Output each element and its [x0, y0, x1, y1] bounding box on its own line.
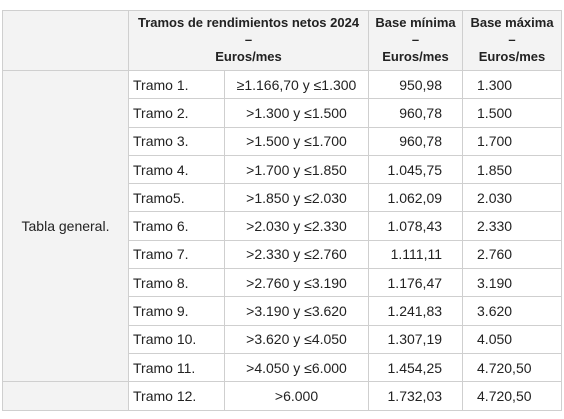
- range-cell: >2.760 y ≤3.190: [223, 268, 370, 298]
- tramo-cell: Tramo 7.: [128, 239, 225, 270]
- base-minima-cell: 960,78: [368, 98, 464, 128]
- base-minima-cell: 1.062,09: [368, 183, 464, 213]
- base-maxima-cell: 2.030: [462, 183, 563, 213]
- range-cell: >2.030 y ≤2.330: [223, 211, 370, 241]
- tramo-cell: Tramo 8.: [128, 268, 225, 298]
- range-cell: ≥1.166,70 y ≤1.300: [223, 69, 370, 100]
- header-base-minima: Base mínima – Euros/mes: [368, 10, 464, 71]
- base-maxima-cell: 4.720,50: [462, 381, 563, 411]
- header-max-dash: –: [508, 32, 516, 47]
- range-cell: >3.190 y ≤3.620: [223, 296, 370, 326]
- base-maxima-cell: 2.760: [462, 239, 563, 270]
- tramo-cell: Tramo 1.: [128, 69, 225, 100]
- header-tramos-title: Tramos de rendimientos netos 2024: [137, 15, 360, 30]
- base-maxima-cell: 1.500: [462, 98, 563, 128]
- tramo-cell: Tramo 11.: [128, 352, 225, 383]
- base-minima-cell: 1.176,47: [368, 268, 464, 298]
- range-cell: >1.500 y ≤1.700: [223, 126, 370, 156]
- header-base-maxima: Base máxima – Euros/mes: [462, 10, 563, 71]
- table-row: Tramo 6. >2.030 y ≤2.330 1.078,43 2.330: [3, 211, 563, 241]
- base-maxima-cell: 3.190: [462, 268, 563, 298]
- base-minima-cell: 1.732,03: [368, 381, 464, 411]
- tramo-cell: Tramo 3.: [128, 126, 225, 156]
- base-maxima-cell: 3.620: [462, 296, 563, 326]
- tramo-cell: Tramo 12.: [128, 381, 225, 411]
- range-cell: >4.050 y ≤6.000: [223, 352, 370, 383]
- base-minima-cell: 1.111,11: [368, 239, 464, 270]
- header-max-title: Base máxima: [470, 15, 554, 30]
- table-row: Tramo 8. >2.760 y ≤3.190 1.176,47 3.190: [3, 268, 563, 298]
- base-maxima-cell: 4.720,50: [462, 352, 563, 383]
- base-minima-cell: 1.045,75: [368, 154, 464, 185]
- header-min-title: Base mínima: [375, 15, 456, 30]
- base-maxima-cell: 1.850: [462, 154, 563, 185]
- base-minima-cell: 1.307,19: [368, 324, 464, 354]
- tramo-cell: Tramo 9.: [128, 296, 225, 326]
- base-minima-cell: 1.454,25: [368, 352, 464, 383]
- header-tramos-dash: –: [244, 32, 253, 47]
- base-minima-cell: 1.078,43: [368, 211, 464, 241]
- header-max-unit: Euros/mes: [478, 49, 546, 64]
- tramo-cell: Tramo 10.: [128, 324, 225, 354]
- range-cell: >1.300 y ≤1.500: [223, 98, 370, 128]
- base-minima-cell: 960,78: [368, 126, 464, 156]
- base-maxima-cell: 1.300: [462, 69, 563, 100]
- table-row: Tramo 12. >6.000 1.732,03 4.720,50: [2, 381, 563, 411]
- tramo-cell: Tramo 4.: [128, 154, 225, 185]
- range-cell: >1.850 y ≤2.030: [223, 183, 370, 213]
- table-row: Tramo 2. >1.300 y ≤1.500 960,78 1.500: [3, 98, 563, 128]
- table-row: Tramo5. >1.850 y ≤2.030 1.062,09 2.030: [3, 183, 563, 213]
- header-tramos-unit: Euros/mes: [215, 49, 282, 64]
- range-cell: >2.330 y ≤2.760: [223, 239, 370, 270]
- range-cell: >6.000: [223, 381, 370, 411]
- tramo-cell: Tramo 6.: [128, 211, 225, 241]
- base-maxima-cell: 2.330: [462, 211, 563, 241]
- table-row: Tramo 4. >1.700 y ≤1.850 1.045,75 1.850: [3, 154, 563, 185]
- header-min-unit: Euros/mes: [382, 49, 449, 64]
- table-row: Tramo 9. >3.190 y ≤3.620 1.241,83 3.620: [3, 296, 563, 326]
- tramo-cell: Tramo5.: [128, 183, 225, 213]
- base-maxima-cell: 1.700: [462, 126, 563, 156]
- tramo-cell: Tramo 2.: [128, 98, 225, 128]
- range-cell: >1.700 y ≤1.850: [223, 154, 370, 185]
- header-tramos: Tramos de rendimientos netos 2024 – Euro…: [127, 10, 370, 71]
- bases-table: Tramos de rendimientos netos 2024 – Euro…: [2, 10, 563, 411]
- general-label-cell: Tabla general.: [2, 69, 129, 383]
- header-empty-cell: [2, 10, 129, 71]
- base-minima-cell: 950,98: [368, 69, 464, 100]
- table-row: Tramo 3. >1.500 y ≤1.700 960,78 1.700: [3, 126, 563, 156]
- empty-label-cell: [2, 381, 129, 411]
- header-min-dash: –: [411, 32, 420, 47]
- base-minima-cell: 1.241,83: [368, 296, 464, 326]
- base-maxima-cell: 4.050: [462, 324, 563, 354]
- range-cell: >3.620 y ≤4.050: [223, 324, 370, 354]
- table-row: Tabla general. Tramo 1. ≥1.166,70 y ≤1.300…: [2, 69, 563, 383]
- table-header-row: Tramos de rendimientos netos 2024 – Euro…: [2, 10, 563, 71]
- table-row: Tramo 7. >2.330 y ≤2.760 1.111,11 2.760: [3, 239, 563, 270]
